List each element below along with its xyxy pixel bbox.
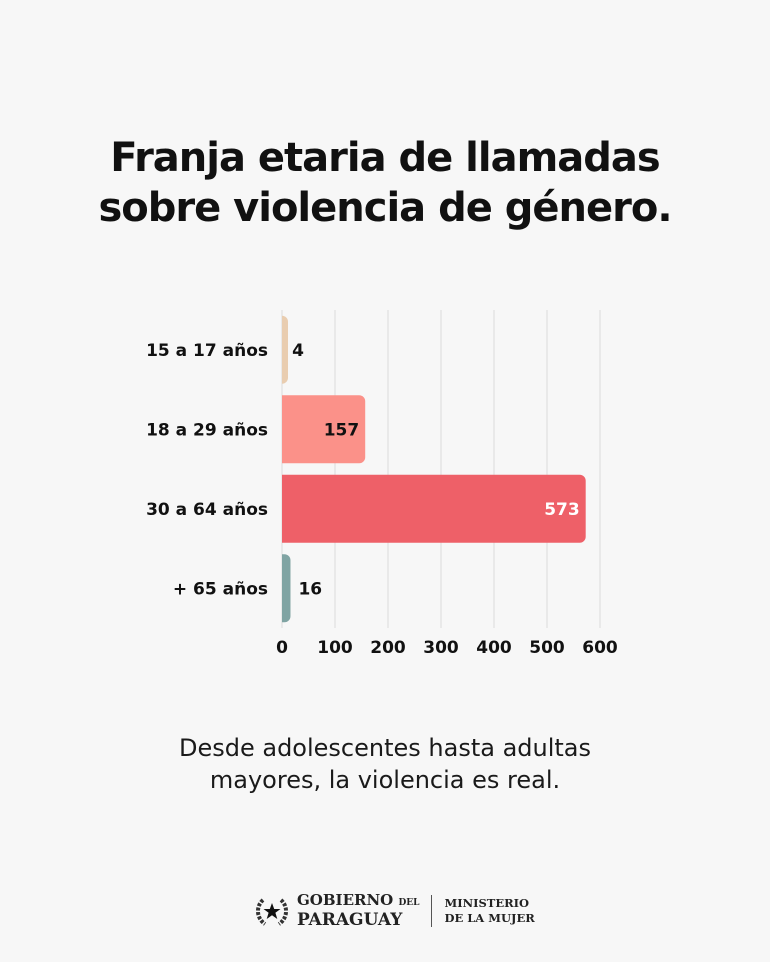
category-label: 18 a 29 años [146,420,268,440]
ministerio-text: MINISTERIO DE LA MUJER [444,896,535,925]
footer-logo: GOBIERNO DEL PARAGUAY MINISTERIO DE LA M… [255,893,535,929]
x-tick-label: 600 [582,638,618,658]
data-label: 573 [544,500,580,520]
title-line-1: Franja etaria de llamadas [110,135,660,181]
category-label: 15 a 17 años [146,341,268,361]
x-tick-label: 0 [276,638,288,658]
category-label: 30 a 64 años [146,500,268,520]
gobierno-text: GOBIERNO DEL PARAGUAY [297,891,420,930]
x-tick-label: 200 [370,638,406,658]
x-tick-label: 400 [476,638,512,658]
bar [282,474,586,543]
bar-chart: 0 100 200 300 400 500 600 15 a 17 años 4 18 a 29 … [146,310,618,658]
bar [282,554,291,623]
category-label: + 65 años [173,579,268,599]
caption-line-1: Desde adolescentes hasta adultas [178,734,592,762]
title-line-2: sobre violencia de género. [98,185,672,231]
caption-line-2: mayores, la violencia es real. [209,766,561,794]
bar [282,315,288,384]
x-tick-label: 300 [423,638,459,658]
star-wreath-emblem-icon [256,898,288,926]
x-tick-label: 100 [317,638,353,658]
bar [282,395,366,464]
data-label: 16 [298,579,322,599]
caption: Desde adolescentes hasta adultas mayores… [0,732,770,796]
footer-divider [431,895,433,927]
page-title: Franja etaria de llamadas sobre violenci… [0,133,770,233]
x-tick-label: 500 [529,638,565,658]
data-label: 4 [292,341,304,361]
data-label: 157 [324,420,360,440]
